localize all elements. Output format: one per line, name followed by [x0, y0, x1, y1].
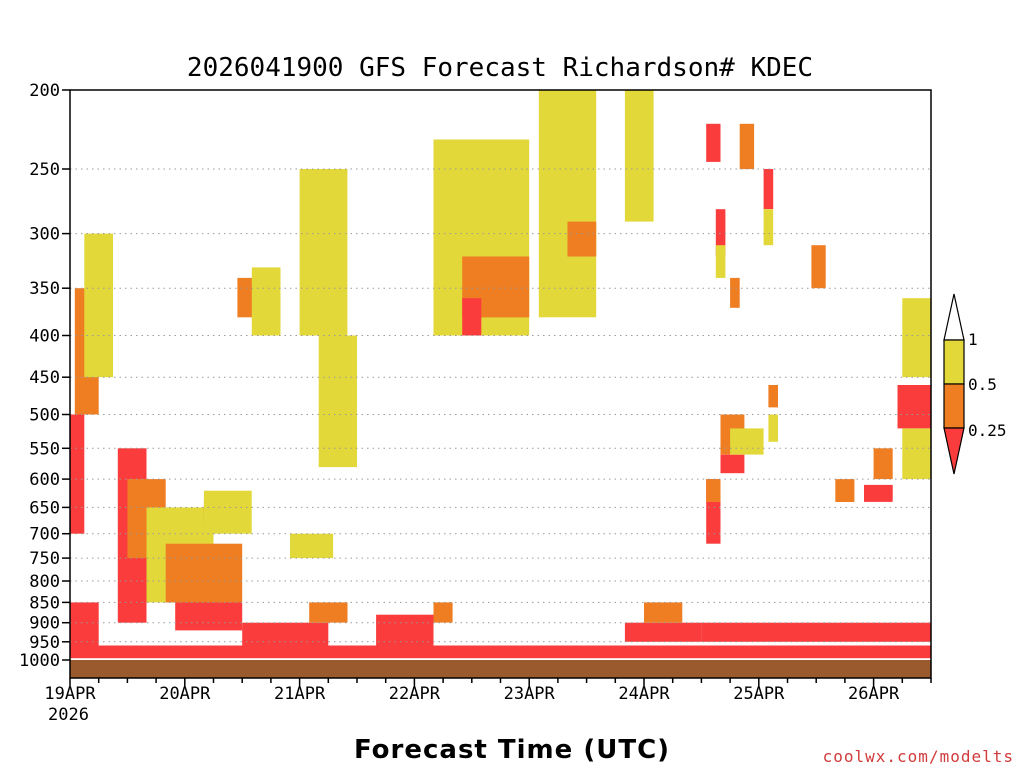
x-tick-label-22APR: 22APR: [389, 684, 441, 704]
heatmap-cell-32: [706, 479, 721, 502]
x-axis-title: Forecast Time (UTC): [354, 735, 670, 765]
heatmap-cell-4: [84, 233, 113, 378]
y-tick-label-900: 900: [29, 614, 60, 634]
x-tick-label-23APR: 23APR: [504, 684, 556, 704]
heatmap-cell-20: [433, 602, 453, 623]
heatmap-cell-46: [835, 479, 855, 502]
legend-label-2: 0.25: [968, 421, 1007, 440]
legend-label-1: 0.5: [968, 375, 997, 394]
heatmap-cell-25: [567, 221, 597, 257]
x-tick-label-26APR: 26APR: [848, 684, 900, 704]
heatmap-cell-28: [624, 622, 702, 642]
heatmap-cell-44: [768, 414, 778, 442]
y-tick-label-600: 600: [29, 470, 60, 490]
heatmap-cell-39: [730, 428, 764, 455]
legend: 1 0.5 0.25: [943, 293, 1007, 475]
legend-swatch-above-1: [943, 293, 965, 341]
heatmap-cell-29: [644, 602, 683, 623]
y-tick-label-250: 250: [29, 160, 60, 180]
heatmap-cell-24: [538, 90, 597, 318]
heatmap-cell-50: [902, 298, 931, 378]
heatmap-cell-38: [720, 454, 745, 474]
y-tick-label-500: 500: [29, 406, 60, 426]
x-year-label: 2026: [48, 705, 89, 725]
heatmap-cell-9: [175, 602, 243, 631]
heatmap-cell-14: [299, 169, 348, 336]
y-tick-label-450: 450: [29, 368, 60, 388]
y-tick-label-650: 650: [29, 498, 60, 518]
ground-band: [70, 660, 931, 678]
heatmap-cell-34: [715, 209, 726, 257]
heatmap-cell-11: [203, 490, 252, 534]
y-tick-label-800: 800: [29, 572, 60, 592]
x-axis: 19APR 20APR 21APR 22APR 23APR 24APR 25APR 26APR: [44, 678, 932, 704]
x-tick-label-19APR: 19APR: [44, 684, 96, 704]
heatmap-cell-30: [701, 622, 931, 642]
y-tick-label-200: 200: [29, 81, 60, 101]
x-tick-label-20APR: 20APR: [159, 684, 211, 704]
y-tick-label-750: 750: [29, 549, 60, 569]
heatmap-cell-13: [309, 602, 348, 623]
y-tick-label-1000: 1000: [19, 651, 60, 671]
legend-label-0: 1: [968, 330, 978, 349]
y-tick-label-850: 850: [29, 593, 60, 613]
heatmap-cell-16: [251, 267, 281, 336]
credit-link[interactable]: coolwx.com/modelts: [823, 747, 1014, 766]
heatmap-cell-40: [739, 123, 755, 170]
heatmap-cell-1: [70, 602, 99, 646]
legend-swatch-red: [943, 427, 965, 475]
x-tick-label-21APR: 21APR: [274, 684, 326, 704]
heatmap-cell-47: [864, 484, 893, 502]
y-tick-label-300: 300: [29, 225, 60, 245]
y-tick-label-550: 550: [29, 439, 60, 459]
ground-fill: [70, 660, 931, 678]
heatmap-cell-49: [897, 385, 931, 429]
heatmap-cell-17: [318, 335, 357, 468]
heatmap-cell-41: [763, 169, 774, 210]
heatmap-cell-23: [462, 298, 482, 336]
chart-title: 2026041900 GFS Forecast Richardson# KDEC: [187, 53, 813, 83]
heatmap-cell-48: [873, 448, 893, 480]
x-tick-label-24APR: 24APR: [618, 684, 670, 704]
heatmap-cell-18: [290, 533, 334, 559]
plot-area: [69, 89, 932, 679]
y-tick-label-950: 950: [29, 633, 60, 653]
heatmap-cell-2: [70, 414, 85, 534]
heatmap-cell-45: [811, 245, 826, 289]
heatmap-cell-42: [763, 209, 774, 246]
y-tick-label-350: 350: [29, 279, 60, 299]
heatmap-cell-35: [715, 245, 726, 278]
x-tick-label-25APR: 25APR: [733, 684, 785, 704]
y-axis: 200 250 300 350 400 450 500 550 600 650 700 750 8008…: [19, 81, 70, 671]
y-tick-label-400: 400: [29, 327, 60, 347]
y-tick-label-700: 700: [29, 525, 60, 545]
legend-swatch-orange: [943, 383, 965, 429]
heatmap-cell-43: [768, 385, 778, 408]
heatmap-cell-12: [242, 622, 329, 646]
heatmap-cell-27: [624, 90, 654, 222]
heatmap-cell-8: [165, 543, 243, 603]
heatmap-cell-36: [730, 277, 740, 308]
heatmap-cells: [70, 90, 931, 659]
heatmap-cell-33: [706, 123, 721, 162]
heatmap-cell-19: [376, 614, 434, 646]
grid-lines: [70, 168, 931, 643]
heatmap-cell-0: [70, 645, 931, 659]
heatmap-cell-51: [902, 428, 931, 480]
legend-swatch-yellow: [943, 339, 965, 385]
